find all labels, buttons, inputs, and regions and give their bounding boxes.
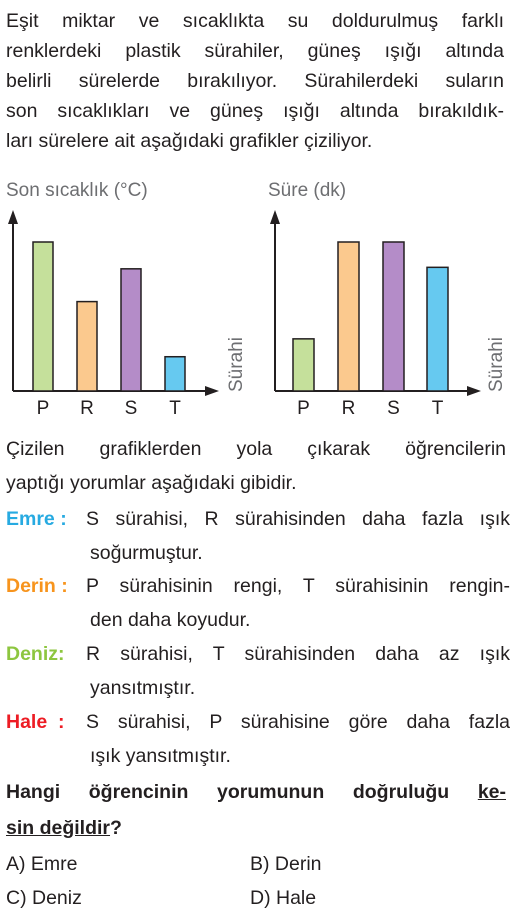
category-label: T xyxy=(169,398,181,419)
intro-paragraph: Eşit miktar ve sıcaklıkta su doldurulmuş… xyxy=(6,6,504,156)
category-label: P xyxy=(297,398,310,419)
bar-s xyxy=(120,268,142,392)
student-name: Emre : xyxy=(6,508,67,530)
comment-line: yansıtmıştır. xyxy=(90,677,196,699)
question-text: Hangi öğrencinin yorumunun doğruluğu ke-… xyxy=(6,774,506,846)
intro-line: Eşit miktar ve sıcaklıkta su doldurulmuş… xyxy=(6,10,504,32)
category-label: S xyxy=(387,398,400,419)
y-axis-arrow xyxy=(270,210,280,224)
intro-line: ları sürelere ait aşağıdaki grafikler çi… xyxy=(6,130,373,152)
duration-chart: Süre (dk) Sürahi P R S T xyxy=(268,180,516,425)
y-axis-title: Süre (dk) xyxy=(268,180,347,201)
x-axis-title: Sürahi xyxy=(226,337,247,392)
bar-s xyxy=(382,241,405,392)
intro-line: belirli sürelerde bırakılıyor. Sürahiler… xyxy=(6,70,504,92)
category-label: T xyxy=(431,398,444,419)
bar-p xyxy=(32,241,54,392)
duration-chart-plot xyxy=(270,210,481,396)
comment-line: R sürahisi, T sürahisinden daha az ışık xyxy=(86,643,510,665)
x-axis-title: Sürahi xyxy=(486,337,507,392)
option-b[interactable]: B) Derin xyxy=(250,853,322,875)
comment-line: soğurmuştur. xyxy=(90,542,203,564)
comment-hale: Hale : S sürahisi, P sürahisine göre dah… xyxy=(6,705,510,773)
student-name: Derin : xyxy=(6,575,68,597)
comment-line: S sürahisi, R sürahisinden daha fazla ış… xyxy=(86,508,510,530)
bar-t xyxy=(426,266,449,392)
comment-line: den daha koyudur. xyxy=(90,609,251,631)
student-name: Hale : xyxy=(6,711,65,733)
x-axis-arrow xyxy=(205,386,219,396)
y-axis-arrow xyxy=(8,210,18,224)
question-part: ? xyxy=(110,817,122,839)
temperature-chart-plot xyxy=(8,210,219,396)
comment-line: ışık yansıtmıştır. xyxy=(90,745,231,767)
category-label: R xyxy=(80,398,94,419)
question-underlined: ke- xyxy=(477,781,506,803)
category-label: P xyxy=(36,398,50,419)
student-name: Deniz: xyxy=(6,643,65,665)
comment-line: S sürahisi, P sürahisine göre daha fazla xyxy=(86,711,510,733)
comments-intro: Çizilen grafiklerden yola çıkarak öğrenc… xyxy=(6,432,506,500)
bar-r xyxy=(76,300,98,392)
intro-line: renklerdeki plastik sürahiler, güneş ışı… xyxy=(6,40,504,62)
y-axis-title: Son sıcaklık (°C) xyxy=(6,180,148,201)
intro-line: son sıcaklıkları ve güneş ışığı altında … xyxy=(6,100,504,122)
comment-derin: Derin : P sürahisinin rengi, T sürahisin… xyxy=(6,569,510,637)
option-a[interactable]: A) Emre xyxy=(6,853,78,875)
category-label: S xyxy=(124,398,138,419)
temperature-chart: Son sıcaklık (°C) Sürahi P R S T xyxy=(6,180,256,425)
body-line: Çizilen grafiklerden yola çıkarak öğrenc… xyxy=(6,438,506,460)
option-d[interactable]: D) Hale xyxy=(250,887,317,909)
body-line: yaptığı yorumlar aşağıdaki gibidir. xyxy=(6,472,297,494)
question-part: Hangi öğrencinin yorumunun doğruluğu xyxy=(6,781,478,803)
category-label: R xyxy=(341,398,356,419)
bar-t xyxy=(164,355,186,392)
question-line: sin değildir? xyxy=(6,810,506,846)
comment-line: P sürahisinin rengi, T sürahisinin rengi… xyxy=(86,575,510,597)
bar-p xyxy=(292,338,315,392)
comment-emre: Emre : S sürahisi, R sürahisinden daha f… xyxy=(6,502,510,570)
comment-deniz: Deniz: R sürahisi, T sürahisinden daha a… xyxy=(6,637,510,705)
question-line: Hangi öğrencinin yorumunun doğruluğu ke- xyxy=(6,774,506,810)
bar-r xyxy=(337,241,360,392)
question-underlined: sin değildir xyxy=(6,817,111,839)
x-axis-arrow xyxy=(467,386,481,396)
option-c[interactable]: C) Deniz xyxy=(6,887,82,909)
